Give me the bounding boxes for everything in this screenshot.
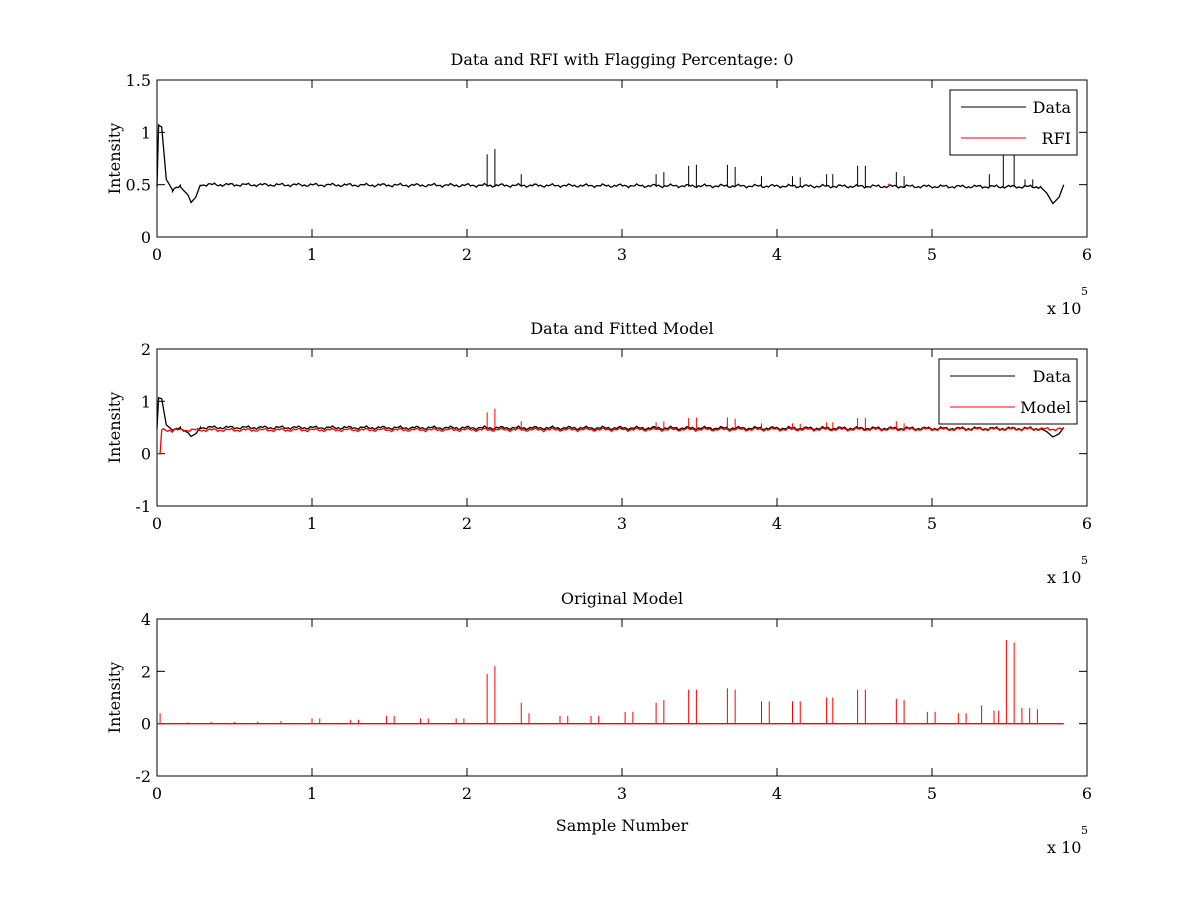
plot-area xyxy=(156,618,1088,777)
x-tick-label: 4 xyxy=(772,784,782,803)
x-multiplier-exponent: 5 xyxy=(1081,285,1088,298)
series-1 xyxy=(156,396,1065,438)
y-tick-label: 0.5 xyxy=(126,176,151,195)
y-tick-label: 1 xyxy=(141,123,151,142)
x-tick-label: 3 xyxy=(617,245,627,264)
legend-label: Data xyxy=(1033,367,1072,386)
x-tick-label: 2 xyxy=(462,784,472,803)
series-line xyxy=(156,396,1065,438)
x-tick-label: 5 xyxy=(927,245,937,264)
legend-label: Data xyxy=(1033,98,1072,117)
y-axis-label: Intensity xyxy=(105,123,124,195)
series-1 xyxy=(156,123,1065,205)
y-tick-label: 0 xyxy=(141,228,151,247)
plot-area xyxy=(156,79,1088,238)
y-axis-label: Intensity xyxy=(105,392,124,464)
x-tick-label: 4 xyxy=(772,245,782,264)
series-2 xyxy=(157,408,1065,455)
x-tick-label: 5 xyxy=(927,514,937,533)
chart-title: Data and Fitted Model xyxy=(530,319,713,338)
x-multiplier-base: x 10 xyxy=(1047,568,1081,587)
y-tick-label: -2 xyxy=(135,767,151,786)
x-multiplier-exponent: 5 xyxy=(1081,554,1088,567)
legend: Data Model xyxy=(938,358,1078,425)
series-line xyxy=(156,123,1065,205)
x-tick-label: 0 xyxy=(152,245,162,264)
y-tick-label: 1.5 xyxy=(126,71,151,90)
y-tick-label: 0 xyxy=(141,715,151,734)
x-tick-label: 0 xyxy=(152,784,162,803)
x-tick-label: 1 xyxy=(307,245,317,264)
x-tick-label: 0 xyxy=(152,514,162,533)
x-tick-label: 3 xyxy=(617,514,627,533)
y-axis-label: Intensity xyxy=(105,662,124,734)
y-tick-label: 1 xyxy=(141,392,151,411)
y-tick-label: 4 xyxy=(141,610,151,629)
x-tick-label: 3 xyxy=(617,784,627,803)
chart-panel-1: Data and RFI with Flagging Percentage: 0… xyxy=(105,50,1092,318)
legend: Data RFI xyxy=(949,89,1078,156)
x-tick-label: 6 xyxy=(1082,514,1092,533)
x-tick-label: 4 xyxy=(772,514,782,533)
legend-box xyxy=(949,89,1078,156)
y-tick-label: 0 xyxy=(141,445,151,464)
legend-box xyxy=(938,358,1078,425)
x-tick-label: 2 xyxy=(462,514,472,533)
x-tick-label: 2 xyxy=(462,245,472,264)
x-multiplier-base: x 10 xyxy=(1047,299,1081,318)
x-tick-label: 6 xyxy=(1082,245,1092,264)
x-multiplier-exponent: 5 xyxy=(1081,824,1088,837)
y-tick-label: -1 xyxy=(135,497,151,516)
chart-title: Original Model xyxy=(561,589,683,608)
x-tick-label: 1 xyxy=(307,514,317,533)
x-tick-label: 5 xyxy=(927,784,937,803)
x-tick-label: 6 xyxy=(1082,784,1092,803)
chart-title: Data and RFI with Flagging Percentage: 0 xyxy=(450,50,793,69)
series-1 xyxy=(157,639,1064,725)
x-axis-label: Sample Number xyxy=(556,816,689,835)
legend-label: RFI xyxy=(1042,129,1071,148)
legend-label: Model xyxy=(1020,398,1071,417)
x-tick-label: 1 xyxy=(307,784,317,803)
y-tick-label: 2 xyxy=(141,662,151,681)
y-tick-label: 2 xyxy=(141,340,151,359)
x-multiplier-base: x 10 xyxy=(1047,838,1081,857)
series-line xyxy=(157,426,1065,455)
